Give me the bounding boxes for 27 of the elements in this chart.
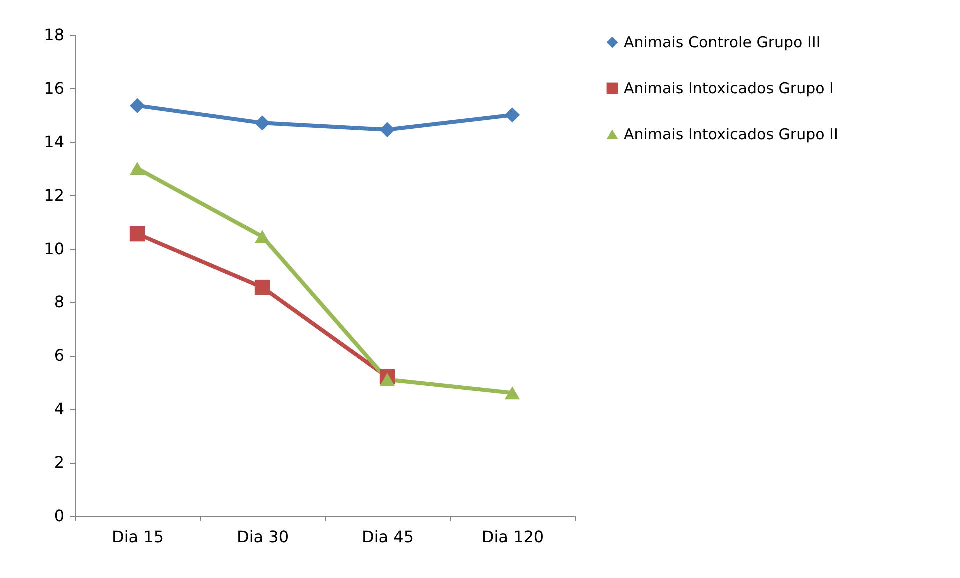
y-tick-label: 16 <box>44 78 64 98</box>
x-tick-label: Dia 120 <box>482 528 544 546</box>
x-tick-label: Dia 30 <box>236 528 290 546</box>
point <box>254 116 270 131</box>
legend-label: Animais Intoxicados Grupo I <box>624 80 834 98</box>
x-tick-label: Dia 15 <box>112 528 164 546</box>
point <box>504 386 520 400</box>
y-tick-label: 4 <box>54 400 64 419</box>
y-tick-label: 10 <box>44 239 64 258</box>
legend-label: Animais Intoxicados Grupo II <box>624 126 838 144</box>
y-tick-label: 8 <box>54 292 64 312</box>
point <box>504 108 520 123</box>
y-tick-label: 6 <box>54 346 64 366</box>
point <box>380 373 396 386</box>
point <box>254 230 270 244</box>
y-tick-label: 2 <box>54 453 64 472</box>
point <box>130 98 146 114</box>
y-tick-label: 0 <box>54 506 64 526</box>
point <box>254 280 270 296</box>
point <box>130 162 146 176</box>
point <box>380 122 396 138</box>
x-tick-label: Dia 45 <box>362 528 414 546</box>
point <box>130 226 146 242</box>
y-tick-label: 18 <box>44 26 64 44</box>
legend-label: Animais Controle Grupo III <box>624 34 821 52</box>
y-tick-label: 14 <box>44 132 64 152</box>
y-tick-label: 12 <box>44 186 64 205</box>
